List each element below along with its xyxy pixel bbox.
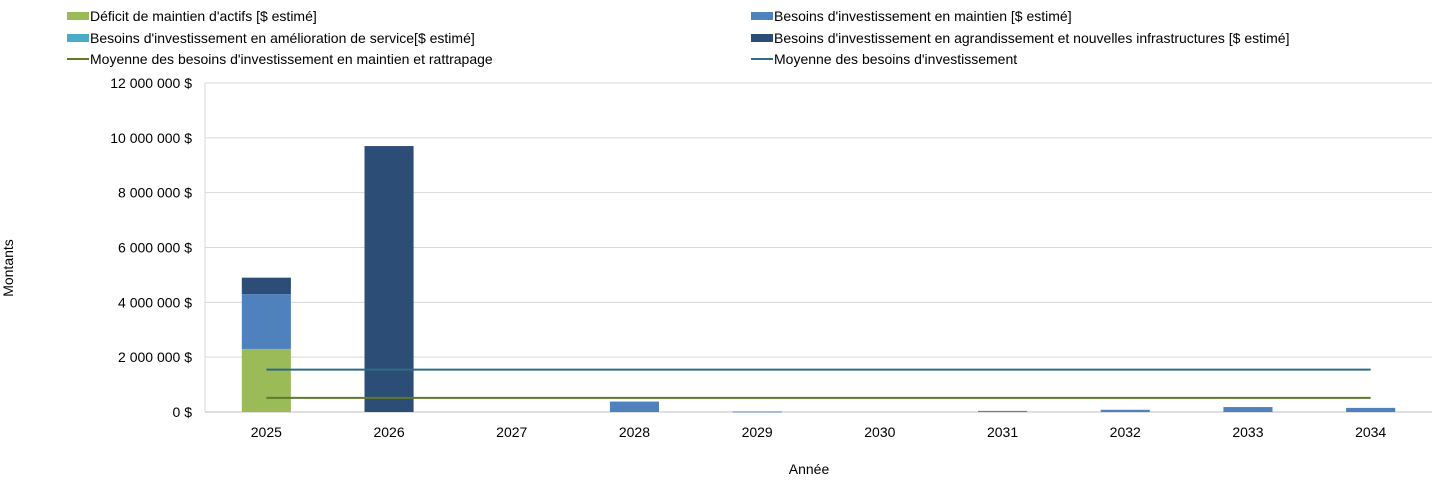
x-tick-label: 2029 — [742, 424, 773, 440]
legend-item-amelioration: Besoins d'investissement en amélioration… — [67, 28, 475, 48]
x-tick-label: 2028 — [619, 424, 650, 440]
legend-label-moyenne-total: Moyenne des besoins d'investissement — [774, 51, 1018, 67]
x-axis-title: Année — [788, 461, 830, 477]
y-tick-label: 2 000 000 $ — [118, 349, 192, 365]
y-tick-label: 0 $ — [173, 404, 193, 420]
x-tick-label: 2025 — [251, 424, 282, 440]
legend-swatch-agrandissement — [751, 34, 773, 42]
x-tick-label: 2033 — [1232, 424, 1263, 440]
bar-segment-2033-s1 — [1223, 407, 1273, 412]
legend-swatch-maintien — [751, 12, 773, 20]
y-tick-label: 10 000 000 $ — [110, 130, 192, 146]
x-tick-label: 2031 — [987, 424, 1018, 440]
chart-legend: Déficit de maintien d'actifs [$ estimé] … — [0, 0, 1438, 80]
bar-segment-2025-s0 — [241, 348, 291, 412]
legend-label-deficit: Déficit de maintien d'actifs [$ estimé] — [90, 8, 317, 24]
y-tick-label: 12 000 000 $ — [110, 75, 192, 91]
y-tick-label: 6 000 000 $ — [118, 240, 192, 256]
y-tick-label: 8 000 000 $ — [118, 185, 192, 201]
bar-segment-2034-s1 — [1346, 407, 1396, 412]
bar-segment-2029-s1 — [732, 411, 782, 413]
legend-item-moyenne-maintien: Moyenne des besoins d'investissement en … — [67, 49, 493, 69]
legend-line-moyenne-maintien — [67, 58, 89, 60]
bar-segment-2031-s1 — [978, 410, 1028, 412]
x-tick-label: 2034 — [1355, 424, 1386, 440]
bar-segment-2026-s3 — [364, 146, 414, 412]
x-tick-label: 2026 — [373, 424, 404, 440]
legend-item-agrandissement: Besoins d'investissement en agrandisseme… — [751, 28, 1289, 48]
legend-item-maintien: Besoins d'investissement en maintien [$ … — [751, 6, 1072, 26]
x-tick-label: 2030 — [864, 424, 895, 440]
legend-label-maintien: Besoins d'investissement en maintien [$ … — [774, 8, 1072, 24]
legend-swatch-amelioration — [67, 34, 89, 42]
x-tick-label: 2032 — [1110, 424, 1141, 440]
legend-label-moyenne-maintien: Moyenne des besoins d'investissement en … — [90, 51, 493, 67]
bar-segment-2032-s1 — [1100, 409, 1150, 412]
legend-label-agrandissement: Besoins d'investissement en agrandisseme… — [774, 30, 1290, 46]
y-tick-label: 4 000 000 $ — [118, 294, 192, 310]
bar-segment-2025-s3 — [241, 277, 291, 295]
bar-segment-2028-s1 — [609, 401, 659, 412]
x-tick-label: 2027 — [496, 424, 527, 440]
bar-segment-2025-s1 — [241, 294, 291, 349]
y-axis-title: Montants — [0, 239, 16, 297]
legend-line-moyenne-total — [751, 58, 773, 60]
legend-label-amelioration: Besoins d'investissement en amélioration… — [90, 30, 475, 46]
legend-swatch-deficit — [67, 12, 89, 20]
legend-item-deficit: Déficit de maintien d'actifs [$ estimé] — [67, 6, 317, 26]
legend-item-moyenne-total: Moyenne des besoins d'investissement — [751, 49, 1017, 69]
